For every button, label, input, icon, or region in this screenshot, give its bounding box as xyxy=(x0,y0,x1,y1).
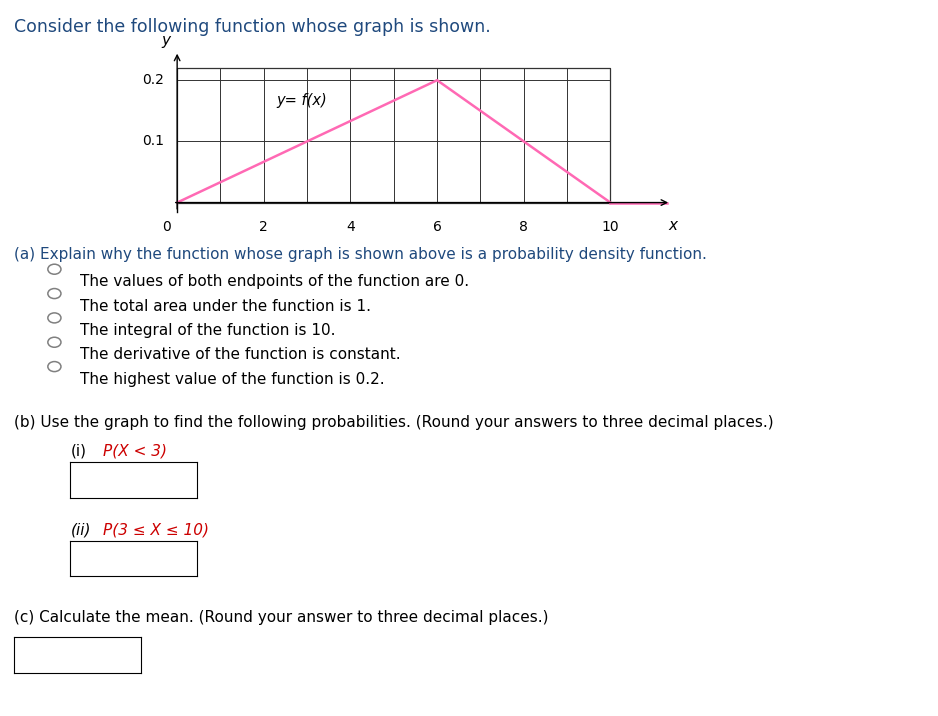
Text: The integral of the function is 10.: The integral of the function is 10. xyxy=(80,323,335,338)
Text: (c) Calculate the mean. (Round your answer to three decimal places.): (c) Calculate the mean. (Round your answ… xyxy=(14,610,549,625)
Text: The highest value of the function is 0.2.: The highest value of the function is 0.2… xyxy=(80,372,385,387)
Text: (b) Use the graph to find the following probabilities. (Round your answers to th: (b) Use the graph to find the following … xyxy=(14,415,774,430)
Text: (ii): (ii) xyxy=(70,523,91,538)
Text: (i): (i) xyxy=(70,444,86,459)
Text: P(X < 3): P(X < 3) xyxy=(103,444,167,459)
Text: Consider the following function whose graph is shown.: Consider the following function whose gr… xyxy=(14,18,491,36)
Text: 10: 10 xyxy=(601,220,619,233)
Text: (a) Explain why the function whose graph is shown above is a probability density: (a) Explain why the function whose graph… xyxy=(14,247,707,262)
Text: y: y xyxy=(162,34,171,49)
Text: The values of both endpoints of the function are 0.: The values of both endpoints of the func… xyxy=(80,274,469,289)
Text: P(3 ≤ X ≤ 10): P(3 ≤ X ≤ 10) xyxy=(103,523,209,538)
Text: y= f(x): y= f(x) xyxy=(277,93,327,107)
Text: The total area under the function is 1.: The total area under the function is 1. xyxy=(80,299,371,314)
Bar xyxy=(177,68,611,203)
Text: 8: 8 xyxy=(520,220,528,233)
Text: 2: 2 xyxy=(260,220,268,233)
Text: 6: 6 xyxy=(432,220,442,233)
Text: x: x xyxy=(669,218,678,233)
Text: The derivative of the function is constant.: The derivative of the function is consta… xyxy=(80,347,401,362)
Text: 4: 4 xyxy=(346,220,355,233)
Text: 0: 0 xyxy=(162,220,171,233)
Text: 0.1: 0.1 xyxy=(143,135,164,148)
Text: 0.2: 0.2 xyxy=(143,73,164,87)
